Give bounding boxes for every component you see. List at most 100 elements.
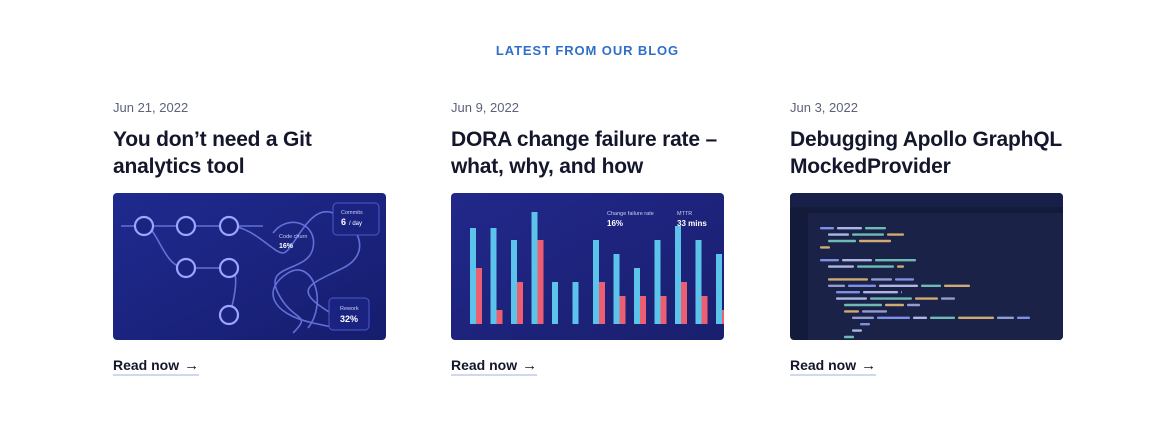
decorative-code-line [844, 335, 854, 339]
decorative-bar [654, 240, 661, 324]
decorative-code-line [837, 227, 862, 230]
decorative-code-line [901, 291, 902, 294]
decorative-code-line [907, 303, 920, 307]
decorative-code-line [859, 239, 891, 243]
arrow-right-icon: → [184, 356, 200, 374]
code-editor-illustration [790, 193, 1063, 340]
decorative-bar [681, 282, 687, 324]
post-date: Jun 21, 2022 [113, 100, 189, 115]
stat-value: 6 [341, 217, 346, 227]
decorative-bar [695, 240, 702, 324]
decorative-bar [675, 226, 681, 324]
decorative-code-line [941, 297, 955, 300]
decorative-code-line [852, 329, 862, 332]
decorative-code-line [836, 291, 860, 294]
decorative-bar [613, 254, 620, 324]
decorative-bar [722, 310, 724, 324]
decorative-code-line [844, 303, 882, 307]
decorative-bar [496, 310, 503, 324]
read-now-link[interactable]: Read now → [790, 356, 877, 376]
decorative-bar [619, 296, 626, 324]
post-thumbnail[interactable] [790, 193, 1063, 340]
decorative-code-line [921, 284, 941, 287]
decorative-bar [599, 282, 605, 324]
decorative-code-line [895, 278, 914, 281]
decorative-bar [660, 296, 667, 324]
decorative-code-line [820, 259, 839, 262]
post-title[interactable]: Debugging Apollo GraphQL MockedProvider [790, 128, 1062, 178]
decorative-code-line [887, 233, 904, 236]
read-now-label: Read now [451, 357, 518, 373]
decorative-code-line [958, 316, 994, 319]
decorative-code-line [852, 316, 874, 319]
stat-label: Commits [341, 210, 363, 216]
decorative-bar [572, 282, 579, 324]
decorative-code-line [865, 227, 886, 230]
stat-value: 16% [279, 243, 294, 250]
decorative-bar [511, 240, 517, 324]
blog-card: Jun 21, 2022 You don’t need a Git analyt… [113, 100, 387, 376]
decorative-code-line [852, 233, 884, 236]
read-now-link[interactable]: Read now → [451, 357, 538, 376]
post-thumbnail[interactable]: Commits 6 / day Code churn 16% Rework 32… [113, 193, 386, 340]
decorative-code-line [877, 316, 910, 319]
decorative-code-line [885, 303, 904, 307]
decorative-bar [470, 228, 476, 324]
decorative-code-line [913, 316, 927, 319]
decorative-code-line [842, 259, 872, 262]
decorative-code-line [844, 310, 859, 313]
decorative-code-line [897, 265, 904, 268]
decorative-bar [531, 212, 538, 324]
decorative-code-line [820, 227, 834, 230]
decorative-code-line [875, 259, 916, 262]
decorative-code-line [930, 316, 955, 319]
post-date: Jun 9, 2022 [451, 100, 519, 115]
section-heading: LATEST FROM OUR BLOG [495, 43, 680, 58]
decorative-bar [552, 282, 558, 324]
git-graph-illustration: Commits 6 / day Code churn 16% Rework 32… [113, 193, 386, 340]
decorative-code-line [997, 316, 1014, 319]
post-title[interactable]: DORA change failure rate – what, why, an… [451, 128, 717, 178]
stat-value: 32% [340, 314, 358, 324]
decorative-bar [716, 254, 722, 324]
stat-value: 16% [607, 219, 623, 228]
decorative-bar [517, 282, 523, 324]
decorative-bar [537, 240, 544, 324]
post-thumbnail[interactable]: Change failure rate 16% MTTR 33 mins [451, 193, 724, 340]
decorative-code-line [915, 297, 938, 300]
decorative-code-line [828, 278, 868, 281]
decorative-code-line [828, 284, 845, 287]
decorative-code-line [848, 284, 876, 287]
decorative-code-line [828, 265, 854, 268]
post-date: Jun 3, 2022 [790, 100, 858, 115]
bar-chart-illustration: Change failure rate 16% MTTR 33 mins [451, 193, 724, 340]
stat-label: Code churn [279, 234, 307, 240]
read-now-label: Read now [113, 357, 180, 373]
read-now-link[interactable]: Read now → [113, 356, 200, 376]
stat-label: Rework [340, 306, 359, 312]
blog-card: Jun 9, 2022 DORA change failure rate – w… [451, 100, 725, 376]
decorative-code-line [862, 310, 887, 313]
stat-value: 33 mins [677, 219, 707, 228]
decorative-code-line [857, 265, 894, 268]
decorative-code-line [870, 297, 912, 300]
decorative-code-line [871, 278, 892, 281]
stat-label: Change failure rate [607, 211, 654, 217]
decorative-bar [593, 240, 599, 324]
decorative-code-line [836, 297, 867, 300]
decorative-bar [701, 296, 708, 324]
decorative-bar [634, 268, 640, 324]
decorative-code-line [820, 246, 830, 249]
decorative-code-line [863, 291, 898, 294]
stat-unit: / day [349, 221, 362, 227]
arrow-right-icon: → [861, 356, 877, 374]
decorative-code-line [828, 233, 849, 236]
post-title[interactable]: You don’t need a Git analytics tool [113, 128, 312, 178]
read-now-label: Read now [790, 357, 857, 373]
decorative-code-line [879, 284, 918, 287]
stat-label: MTTR [677, 211, 692, 217]
decorative-code-line [944, 284, 970, 287]
decorative-bar [476, 268, 482, 324]
decorative-code-line [828, 239, 856, 243]
decorative-code-line [860, 323, 870, 326]
